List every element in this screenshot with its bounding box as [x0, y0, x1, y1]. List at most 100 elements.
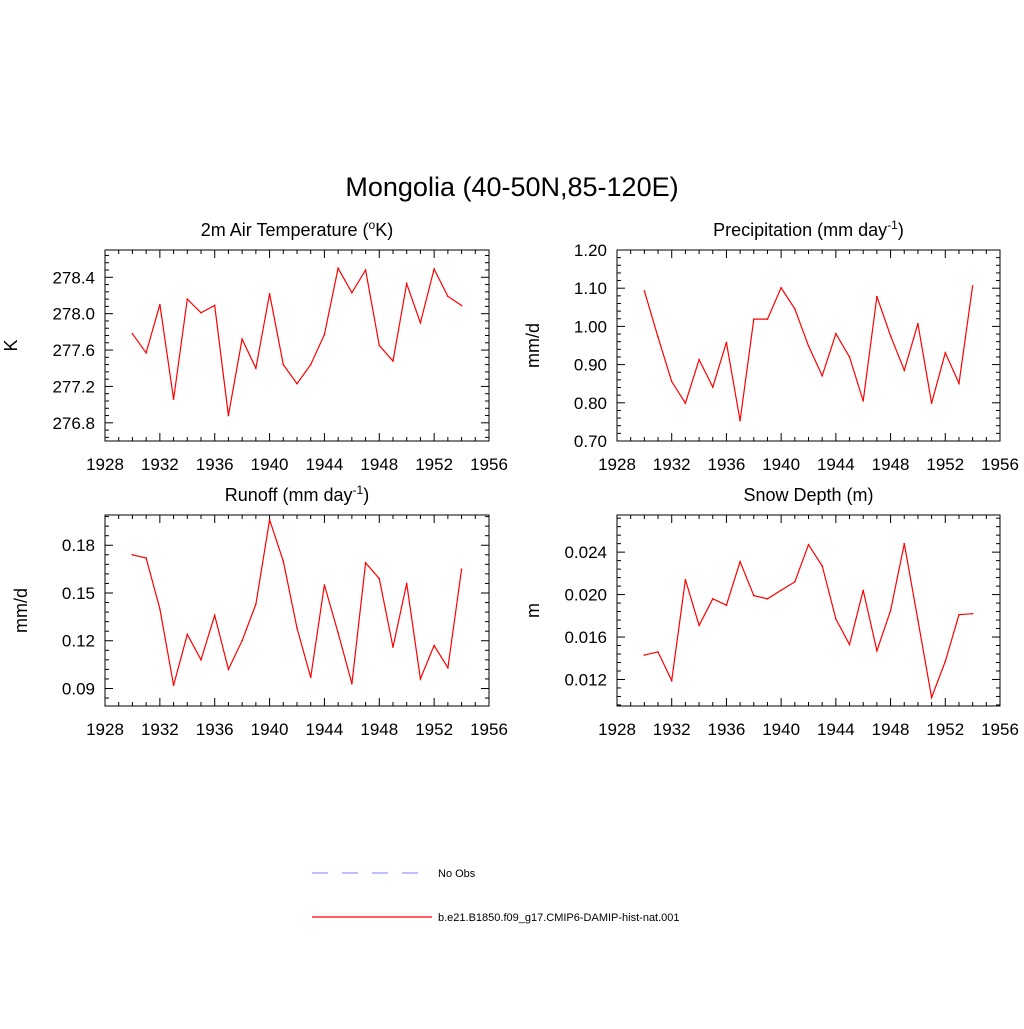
- data-point: [159, 303, 161, 306]
- data-point: [657, 651, 659, 653]
- data-point: [698, 624, 700, 627]
- data-point: [405, 282, 408, 285]
- data-point: [670, 679, 673, 682]
- data-point: [419, 321, 422, 324]
- data-point: [433, 268, 435, 270]
- data-point: [725, 604, 728, 606]
- x-tick-label: 1932: [653, 455, 691, 474]
- x-tick-label: 1940: [251, 720, 289, 739]
- data-point: [172, 684, 175, 687]
- y-tick-label: 0.80: [574, 394, 607, 413]
- x-tick-label: 1952: [415, 720, 453, 739]
- data-point: [917, 322, 919, 325]
- data-point: [186, 298, 189, 300]
- y-tick-label: 0.024: [564, 543, 607, 562]
- data-point: [848, 643, 851, 646]
- data-point: [657, 336, 659, 338]
- data-point: [323, 584, 326, 586]
- series-line: [643, 285, 974, 421]
- data-point: [903, 542, 906, 545]
- data-point: [739, 419, 741, 422]
- y-tick-label: 276.8: [52, 414, 95, 433]
- y-tick-label: 1.00: [574, 317, 607, 336]
- data-point: [309, 363, 312, 366]
- data-point: [930, 402, 933, 404]
- data-point: [241, 639, 243, 642]
- data-point: [876, 650, 878, 652]
- chart-panel-3: 1928 1932 1936 1940 1944 1948 1952 1956 0.09 0.12…: [11, 483, 508, 739]
- y-tick-label: 0.012: [564, 670, 607, 689]
- data-point: [213, 304, 216, 307]
- y-tick-label: 0.18: [62, 536, 95, 555]
- y-tick-label: 278.0: [52, 305, 95, 324]
- x-tick-label: 1932: [653, 720, 691, 739]
- data-point: [917, 619, 919, 621]
- legend-item-1: No Obs: [312, 868, 476, 880]
- data-point: [684, 402, 687, 404]
- x-tick-label: 1928: [598, 455, 636, 474]
- y-tick-label: 1.20: [574, 241, 607, 260]
- data-point: [255, 367, 257, 370]
- x-tick-label: 1948: [360, 720, 398, 739]
- legend-label: b.e21.B1850.f09_g17.CMIP6-DAMIP-hist-nat…: [438, 912, 680, 924]
- data-point: [958, 613, 960, 616]
- data-point: [282, 560, 285, 562]
- panel-title-superscript: -1: [353, 483, 364, 497]
- data-point: [930, 696, 933, 699]
- data-point: [419, 678, 422, 680]
- x-tick-label: 1948: [360, 455, 398, 474]
- y-tick-label: 277.2: [52, 377, 95, 396]
- x-tick-label: 1932: [141, 455, 179, 474]
- y-tick-label: 0.016: [564, 628, 607, 647]
- data-point: [227, 668, 230, 671]
- x-tick-label: 1944: [817, 720, 855, 739]
- data-point: [337, 631, 339, 634]
- data-point: [351, 682, 353, 685]
- series-line: [131, 266, 462, 416]
- data-point: [227, 414, 230, 417]
- data-point: [268, 292, 271, 295]
- data-point: [835, 332, 837, 335]
- y-tick-label: 0.15: [62, 584, 95, 603]
- data-point: [460, 304, 463, 307]
- panel-title-superscript: o: [369, 218, 376, 232]
- legend-label: No Obs: [438, 868, 476, 880]
- data-point: [351, 291, 353, 294]
- x-tick-label: 1936: [196, 720, 234, 739]
- data-point: [711, 386, 714, 388]
- data-point: [794, 308, 796, 310]
- x-tick-label: 1944: [306, 455, 344, 474]
- x-tick-label: 1952: [926, 455, 964, 474]
- x-tick-label: 1936: [708, 720, 746, 739]
- y-axis-label: mm/d: [11, 588, 31, 633]
- panel-title: Snow Depth (m): [743, 485, 873, 505]
- data-point: [268, 518, 271, 521]
- data-point: [296, 627, 298, 629]
- data-point: [862, 589, 865, 592]
- x-tick-label: 1928: [86, 455, 124, 474]
- data-point: [378, 577, 381, 580]
- data-point: [889, 609, 892, 612]
- y-tick-label: 1.10: [574, 279, 607, 298]
- series-line: [644, 543, 973, 700]
- data-point: [282, 363, 285, 366]
- x-tick-label: 1952: [415, 455, 453, 474]
- legend: No Obs b.e21.B1850.f09_g17.CMIP6-DAMIP-hi…: [312, 868, 680, 924]
- x-tick-label: 1940: [762, 455, 800, 474]
- data-point: [670, 380, 673, 383]
- y-tick-label: 0.90: [574, 356, 607, 375]
- panel-title-tail: ): [898, 220, 904, 240]
- data-point: [739, 560, 741, 563]
- data-point: [958, 382, 960, 385]
- data-point: [684, 578, 687, 581]
- data-point: [200, 659, 202, 661]
- panel-title: Precipitation (mm day-1): [713, 218, 904, 240]
- data-point: [241, 338, 243, 340]
- panel-title-superscript: -1: [887, 218, 898, 232]
- y-tick-label: 0.12: [62, 632, 95, 651]
- panel-title-base: Runoff (mm day: [225, 485, 353, 505]
- data-point: [643, 290, 646, 292]
- data-point: [766, 318, 769, 320]
- data-point: [780, 287, 782, 289]
